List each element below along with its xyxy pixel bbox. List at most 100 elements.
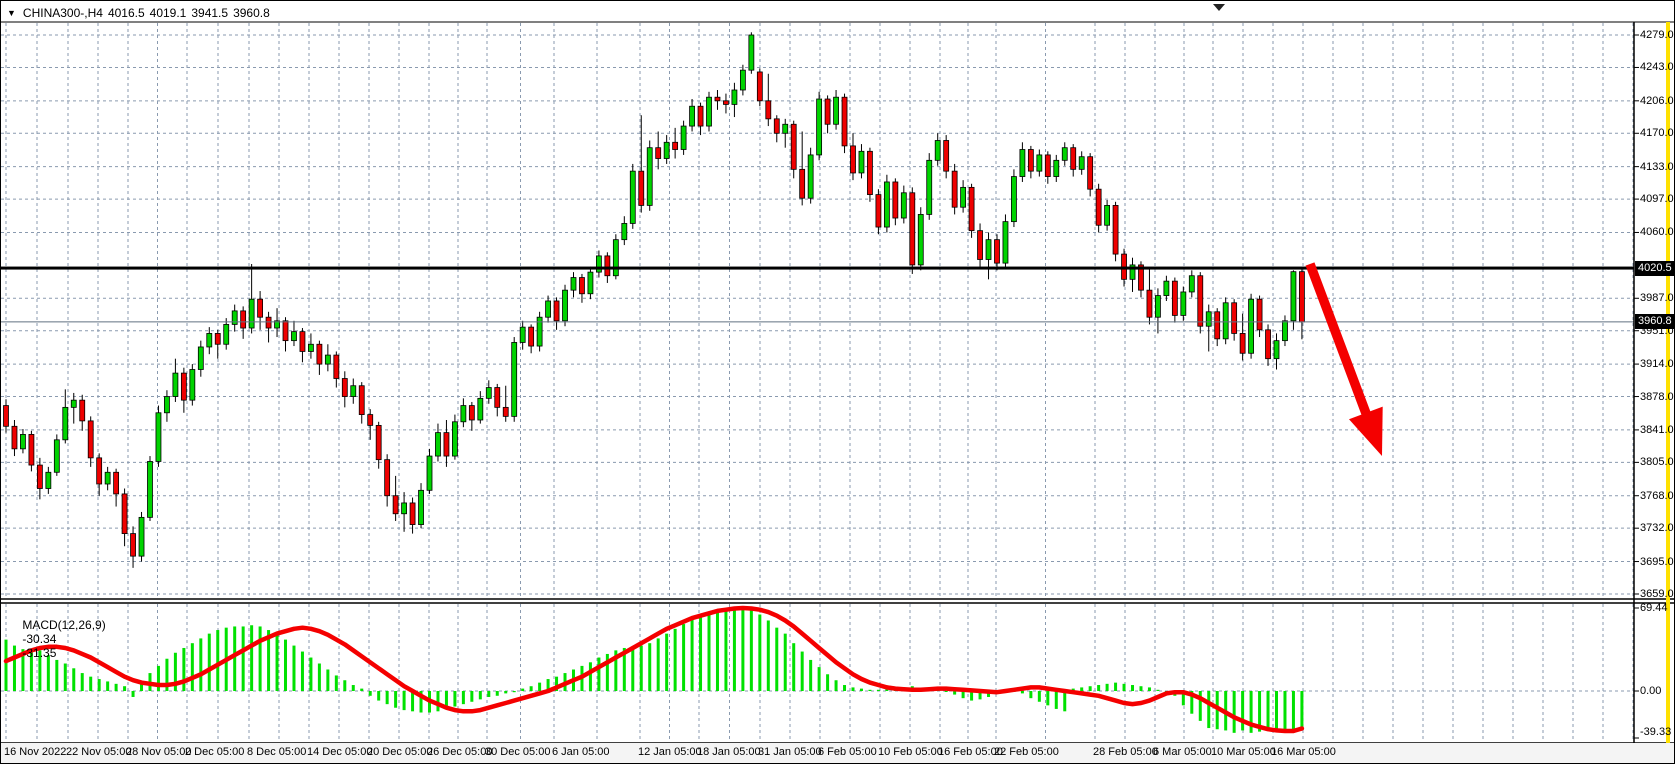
bear-candle bbox=[909, 192, 916, 266]
bear-candle bbox=[638, 170, 645, 206]
macd-bar bbox=[1232, 691, 1236, 733]
macd-bar bbox=[4, 639, 8, 691]
price-axis-label: 4060.0 bbox=[1640, 226, 1674, 239]
bull-candle bbox=[1222, 302, 1229, 340]
macd-bar bbox=[1275, 691, 1278, 732]
bull-candle bbox=[53, 439, 60, 473]
bear-candle bbox=[867, 150, 873, 195]
macd-bar bbox=[1147, 687, 1151, 691]
bear-candle bbox=[655, 147, 662, 159]
trend-arrow-shaft[interactable] bbox=[1305, 262, 1373, 421]
date-axis[interactable]: 16 Nov 2022 22 Nov 05:00 28 Nov 05:00 2 Dec… bbox=[1, 743, 1674, 763]
macd-bar bbox=[529, 686, 533, 691]
bear-candle bbox=[892, 181, 899, 219]
price-axis-label: 3987.0 bbox=[1640, 292, 1674, 305]
bear-candle bbox=[943, 140, 950, 172]
bear-candle bbox=[358, 385, 365, 415]
macd-bar bbox=[648, 643, 652, 691]
bear-candle bbox=[443, 432, 450, 457]
bull-candle bbox=[1104, 205, 1110, 226]
macd-bar bbox=[1181, 691, 1185, 706]
bull-candle bbox=[104, 471, 111, 485]
macd-bar bbox=[292, 645, 296, 691]
macd-bar bbox=[267, 630, 271, 691]
price-axis-label: 3732.0 bbox=[1640, 522, 1674, 535]
macd-bar bbox=[250, 625, 254, 691]
macd-bar bbox=[826, 674, 830, 691]
macd-bar bbox=[758, 614, 762, 691]
price-axis[interactable]: 4279.0 4243.0 4206.0 4170.0 4133.0 4097.0 4060… bbox=[1634, 1, 1674, 743]
bear-candle bbox=[1239, 333, 1246, 354]
macd-bar bbox=[334, 675, 338, 691]
macd-bar bbox=[275, 634, 279, 691]
date-axis-label: 16 Feb 05:00 bbox=[938, 746, 1003, 758]
bear-candle bbox=[1112, 205, 1119, 255]
date-axis-label: 31 Jan 05:00 bbox=[758, 746, 822, 758]
date-axis-label: 16 Mar 05:00 bbox=[1271, 746, 1336, 758]
macd-signal-line bbox=[3, 605, 1305, 734]
macd-bar bbox=[46, 655, 50, 691]
bear-candle bbox=[28, 434, 35, 466]
bear-candle bbox=[553, 300, 560, 322]
trend-arrow-head[interactable] bbox=[1349, 406, 1383, 456]
bear-candle bbox=[36, 464, 43, 489]
bear-candle bbox=[79, 399, 86, 422]
macd-bar bbox=[876, 689, 880, 691]
bull-candle bbox=[545, 300, 551, 318]
indicator-label: MACD(12,26,9) -30.34 -31.35 bbox=[9, 604, 105, 674]
macd-bar bbox=[775, 627, 779, 691]
price-axis-label: 4097.0 bbox=[1640, 193, 1674, 206]
macd-bar bbox=[639, 645, 643, 691]
chart-title-bar: ▼ CHINA300-,H4 4016.5 4019.1 3941.5 3960… bbox=[7, 5, 275, 21]
bull-candle bbox=[663, 141, 670, 159]
macd-bar bbox=[1249, 691, 1253, 733]
bear-candle bbox=[282, 320, 289, 342]
bear-candle bbox=[180, 372, 187, 401]
date-axis-label: 26 Dec 05:00 bbox=[427, 746, 493, 758]
macd-bar bbox=[12, 645, 16, 691]
bull-candle bbox=[45, 471, 52, 489]
bull-candle bbox=[739, 69, 746, 91]
macd-bar bbox=[631, 646, 635, 691]
symbol-dropdown-icon[interactable]: ▼ bbox=[7, 8, 16, 18]
bull-candle bbox=[248, 298, 255, 329]
macd-bar bbox=[470, 691, 474, 702]
macd-bar bbox=[216, 630, 220, 691]
macd-bar bbox=[868, 689, 872, 691]
price-axis-label: 3695.0 bbox=[1640, 555, 1674, 568]
macd-bar bbox=[461, 691, 465, 705]
bear-candle bbox=[968, 186, 975, 232]
bull-candle bbox=[1053, 159, 1060, 177]
macd-axis-label: 0.00 bbox=[1640, 685, 1662, 697]
macd-bar bbox=[614, 650, 618, 691]
bear-candle bbox=[240, 310, 247, 329]
current-price-tag: 3960.8 bbox=[1635, 314, 1674, 330]
bear-candle bbox=[765, 100, 772, 120]
macd-bar bbox=[1207, 691, 1211, 729]
bull-candle bbox=[70, 399, 77, 408]
macd-bar bbox=[368, 691, 372, 696]
macd-bar bbox=[436, 691, 440, 712]
bull-candle bbox=[418, 489, 424, 525]
bear-candle bbox=[130, 533, 136, 557]
macd-bar bbox=[131, 691, 135, 697]
macd-bar bbox=[707, 613, 711, 691]
macd-bar bbox=[1097, 685, 1101, 691]
macd-bar bbox=[690, 619, 694, 691]
bull-candle bbox=[883, 181, 890, 228]
bear-candle bbox=[87, 420, 94, 459]
bear-candle bbox=[3, 405, 9, 427]
chart-shift-marker[interactable] bbox=[1213, 4, 1225, 11]
symbol-timeframe-label: CHINA300-,H4 bbox=[22, 6, 103, 20]
bull-candle bbox=[197, 346, 204, 370]
bull-candle bbox=[960, 186, 967, 208]
macd-bar bbox=[1198, 691, 1202, 721]
bear-candle bbox=[257, 298, 264, 318]
macd-bar bbox=[38, 650, 42, 691]
macd-bar bbox=[1063, 691, 1067, 712]
resistance-line[interactable] bbox=[1, 266, 1634, 270]
macd-bar bbox=[732, 608, 736, 691]
bear-candle bbox=[790, 123, 797, 170]
bull-candle bbox=[274, 320, 280, 329]
